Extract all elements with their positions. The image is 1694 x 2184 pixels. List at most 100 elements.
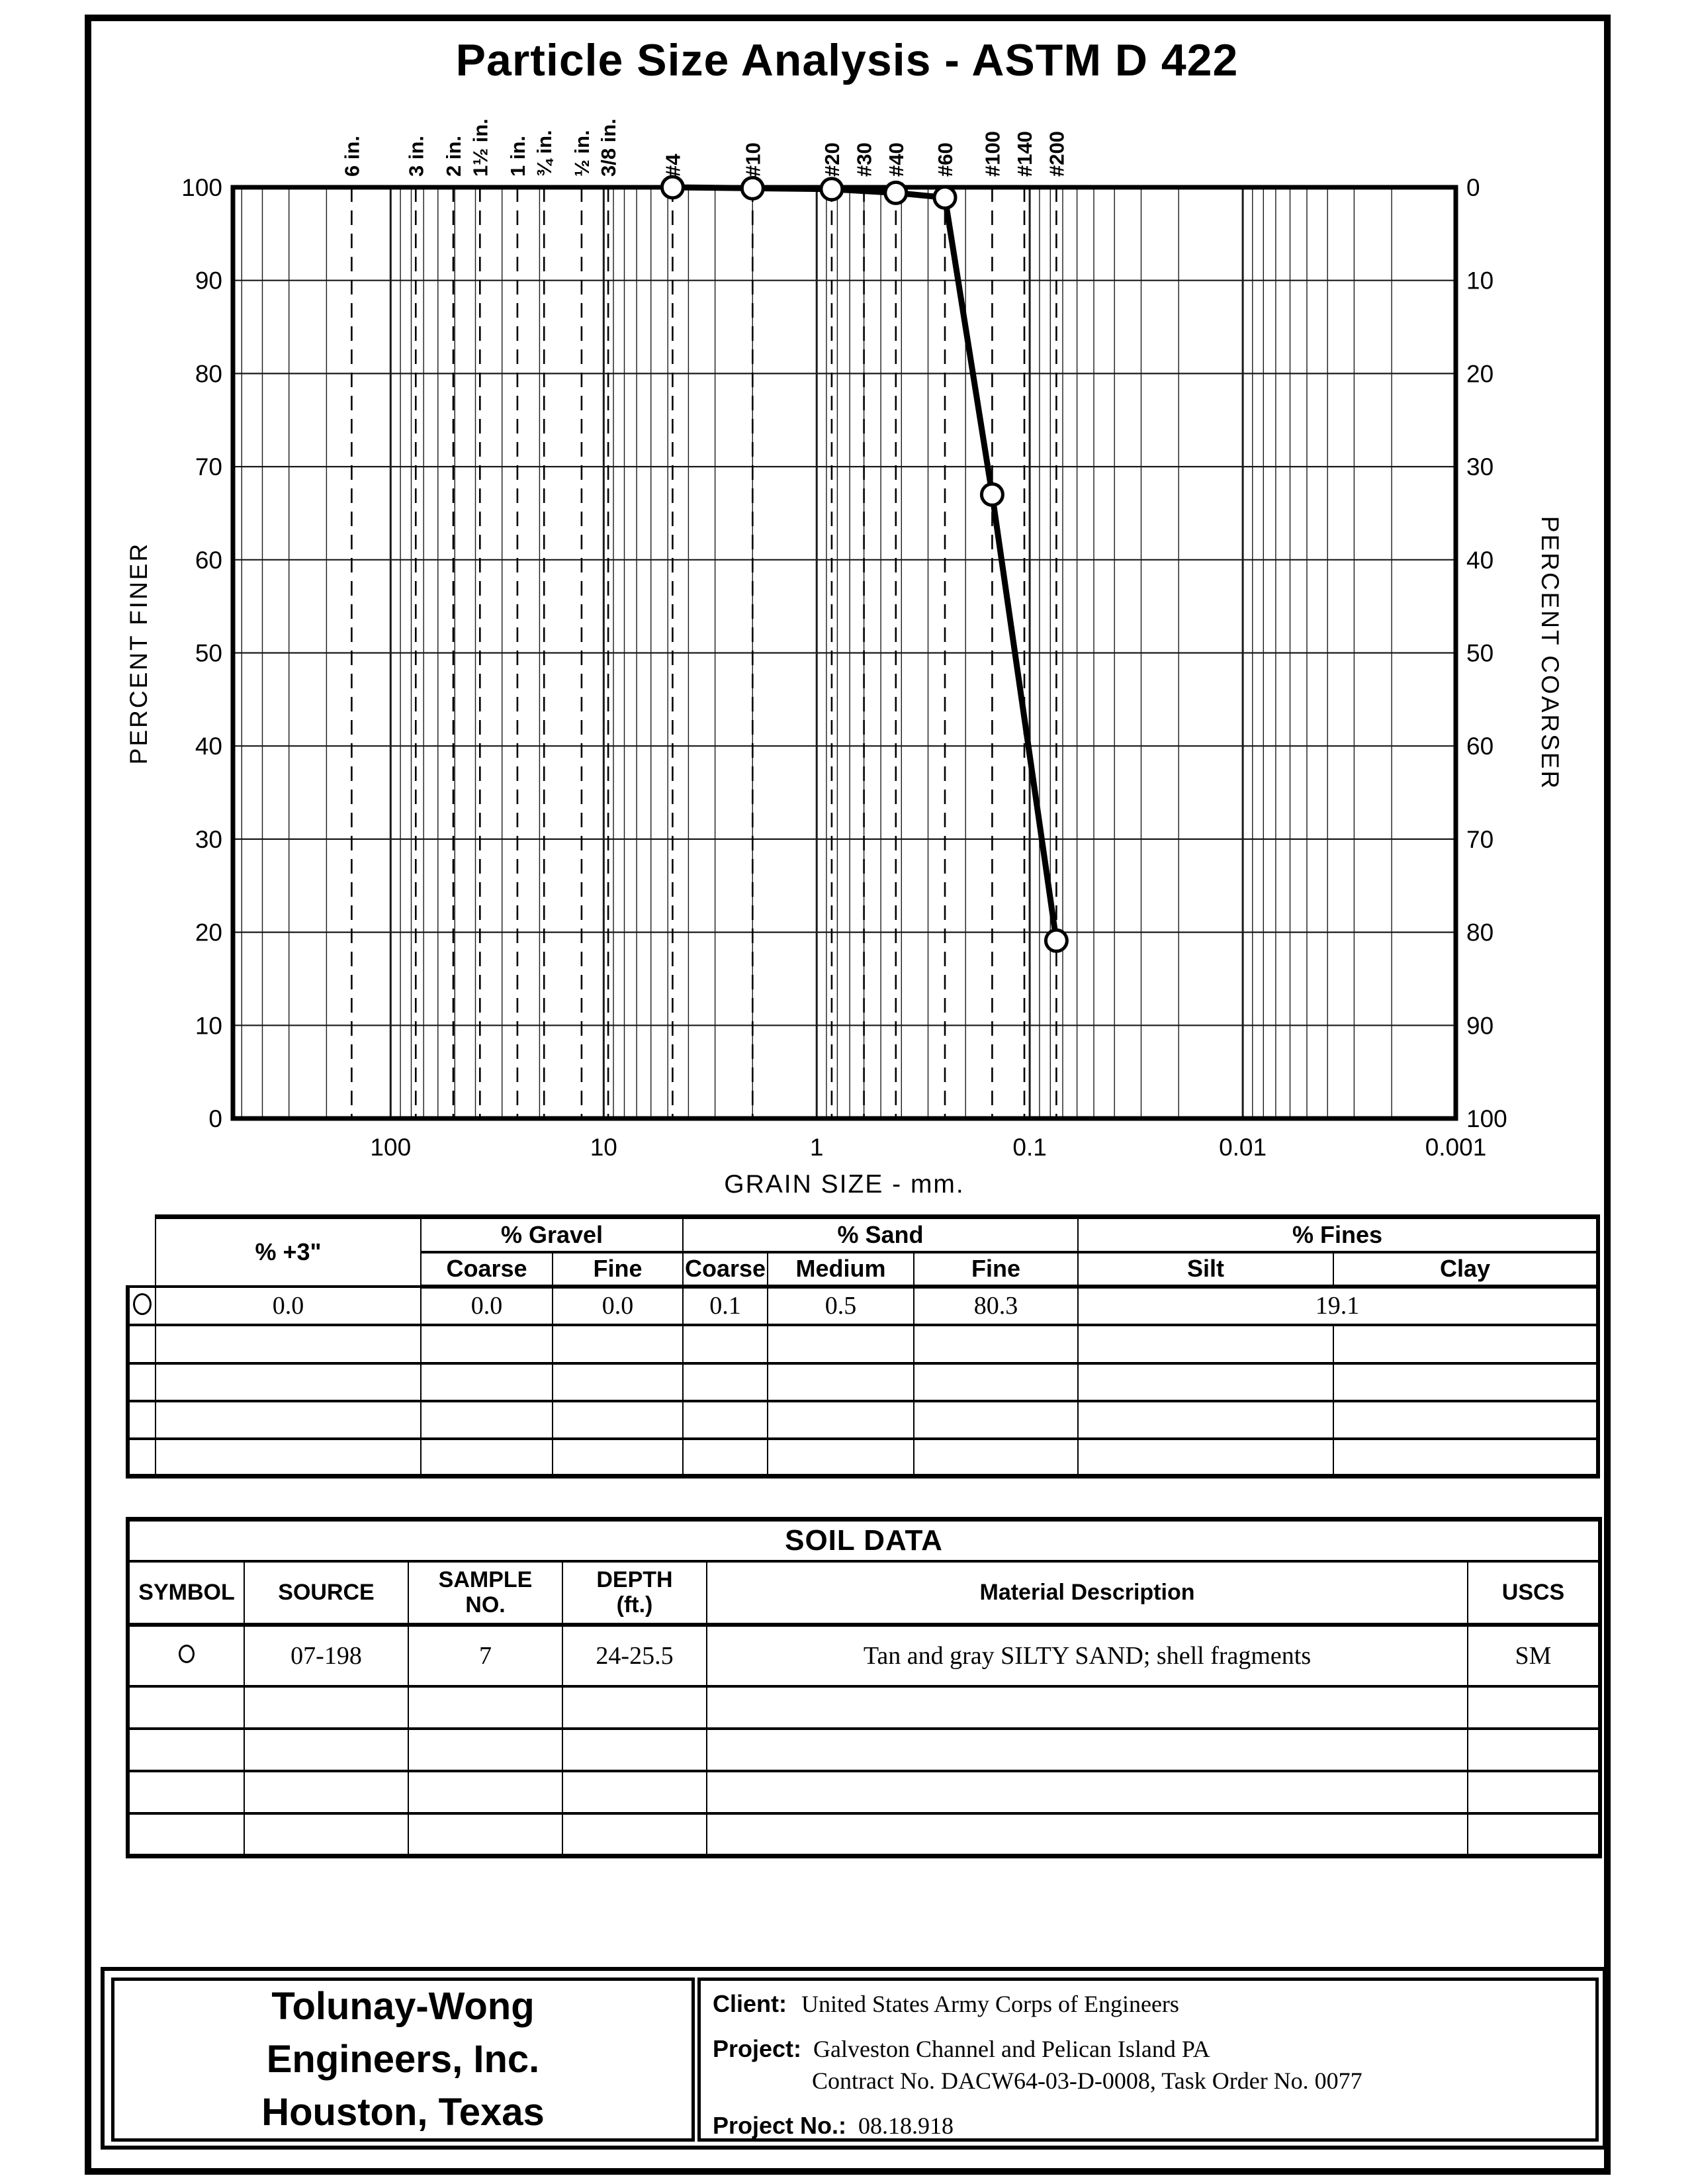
- svg-text:50: 50: [1466, 640, 1493, 667]
- soil-data-header-row: SYMBOL SOURCE SAMPLE NO. DEPTH (ft.) Mat…: [126, 1559, 1602, 1627]
- depth-header: DEPTH (ft.): [562, 1559, 707, 1627]
- svg-text:70: 70: [195, 453, 222, 480]
- svg-text:1: 1: [810, 1134, 824, 1161]
- svg-text:50: 50: [195, 640, 222, 667]
- sample-no-header-line2: NO.: [465, 1592, 506, 1617]
- soil-data-empty-row: [126, 1769, 1602, 1815]
- gradation-sub-header-row: Coarse Fine Coarse Medium Fine Silt Clay: [128, 1250, 1601, 1289]
- svg-text:1 in.: 1 in.: [506, 136, 529, 177]
- svg-text:90: 90: [195, 267, 222, 295]
- svg-text:¾ in.: ¾ in.: [533, 130, 556, 177]
- svg-text:#4: #4: [661, 154, 684, 177]
- svg-text:30: 30: [195, 826, 222, 853]
- gradation-table: % +3" % Gravel % Sand % Fines Coarse Fin…: [126, 1214, 1601, 1479]
- gradation-empty-row: [126, 1437, 1601, 1479]
- y-axis-left-title: PERCENT FINER: [125, 541, 152, 765]
- svg-text:#200: #200: [1045, 131, 1068, 177]
- page-title: Particle Size Analysis - ASTM D 422: [455, 35, 1239, 85]
- source-value: 07-198: [244, 1623, 409, 1688]
- svg-text:10: 10: [195, 1012, 222, 1039]
- project-label: Project:: [713, 2035, 802, 2062]
- project-row: Project: Galveston Channel and Pelican I…: [713, 2035, 1595, 2063]
- svg-text:#140: #140: [1013, 131, 1036, 177]
- depth-header-line1: DEPTH: [596, 1567, 673, 1592]
- symbol-header: SYMBOL: [126, 1559, 245, 1627]
- svg-text:#100: #100: [981, 131, 1004, 177]
- gradation-symbol-cell: [126, 1285, 156, 1326]
- sample-no-header-line1: SAMPLE: [438, 1567, 533, 1592]
- sand-coarse-header: Coarse: [682, 1250, 768, 1289]
- svg-text:#30: #30: [853, 142, 876, 177]
- page-border: [85, 15, 1611, 2175]
- svg-text:1½ in.: 1½ in.: [468, 118, 492, 177]
- svg-text:30: 30: [1466, 453, 1493, 480]
- svg-text:100: 100: [370, 1134, 411, 1161]
- soil-data-empty-row: [126, 1727, 1602, 1772]
- fines-group-header: % Fines: [1077, 1214, 1601, 1253]
- sand-medium-header: Medium: [767, 1250, 914, 1289]
- soil-data-row: 07-198 7 24-25.5 Tan and gray SILTY SAND…: [126, 1623, 1602, 1688]
- gradation-header-spacer: [128, 1252, 156, 1287]
- gradation-empty-row: [126, 1361, 1601, 1402]
- x-axis-title: GRAIN SIZE - mm.: [724, 1170, 965, 1199]
- svg-text:100: 100: [1466, 1105, 1507, 1132]
- svg-text:80: 80: [1466, 919, 1493, 946]
- client-value: United States Army Corps of Engineers: [801, 1991, 1179, 2017]
- svg-text:#40: #40: [885, 142, 908, 177]
- svg-text:0: 0: [1466, 174, 1480, 201]
- svg-text:0.1: 0.1: [1012, 1134, 1046, 1161]
- svg-text:#20: #20: [821, 142, 844, 177]
- svg-text:10: 10: [1466, 267, 1493, 295]
- gradation-empty-row: [126, 1399, 1601, 1440]
- gravel-coarse-value: 0.0: [420, 1285, 553, 1326]
- svg-text:70: 70: [1466, 826, 1493, 853]
- silt-header: Silt: [1077, 1250, 1335, 1289]
- project-info-block: Client: United States Army Corps of Engi…: [697, 1978, 1599, 2142]
- material-description-header: Material Description: [706, 1559, 1468, 1627]
- svg-text:60: 60: [195, 547, 222, 574]
- company-name-line2: Engineers, Inc.: [266, 2038, 540, 2081]
- sand-medium-value: 0.5: [767, 1285, 914, 1326]
- sample-no-header: SAMPLE NO.: [408, 1559, 563, 1627]
- plus3-header: % +3": [155, 1214, 422, 1288]
- svg-text:0.001: 0.001: [1425, 1134, 1487, 1161]
- contract-row: Contract No. DACW64-03-D-0008, Task Orde…: [812, 2067, 1595, 2095]
- soil-symbol-cell: [126, 1623, 245, 1688]
- svg-text:20: 20: [195, 919, 222, 946]
- gravel-group-header: % Gravel: [420, 1214, 684, 1253]
- svg-text:½ in.: ½ in.: [570, 130, 594, 177]
- footer-frame: [101, 1967, 1607, 2150]
- project-no-row: Project No.: 08.18.918: [713, 2112, 1595, 2140]
- gravel-fine-value: 0.0: [552, 1285, 684, 1326]
- depth-value: 24-25.5: [562, 1623, 707, 1688]
- client-row: Client: United States Army Corps of Engi…: [713, 1990, 1595, 2018]
- svg-text:60: 60: [1466, 733, 1493, 760]
- soil-data-empty-row: [126, 1684, 1602, 1730]
- svg-text:40: 40: [1466, 547, 1493, 574]
- sand-fine-header: Fine: [913, 1250, 1079, 1289]
- svg-text:0.01: 0.01: [1219, 1134, 1267, 1161]
- svg-text:#60: #60: [934, 142, 957, 177]
- gradation-header-spacer: [128, 1217, 156, 1252]
- svg-text:6 in.: 6 in.: [340, 136, 363, 177]
- fines-value: 19.1: [1077, 1285, 1601, 1326]
- svg-text:#10: #10: [741, 142, 764, 177]
- svg-text:90: 90: [1466, 1012, 1493, 1039]
- sand-fine-value: 80.3: [913, 1285, 1079, 1326]
- gradation-group-header-row: % +3" % Gravel % Sand % Fines: [128, 1214, 1601, 1288]
- gravel-fine-header: Fine: [552, 1250, 684, 1289]
- gradation-data-row: 0.0 0.0 0.0 0.1 0.5 80.3 19.1: [126, 1285, 1601, 1326]
- svg-text:100: 100: [181, 174, 222, 201]
- project-no-value: 08.18.918: [858, 2113, 954, 2139]
- plus3-value: 0.0: [155, 1285, 422, 1326]
- y-axis-right-title: PERCENT COARSER: [1537, 516, 1564, 791]
- soil-data-title: SOIL DATA: [126, 1517, 1602, 1563]
- sample-no-value: 7: [408, 1623, 563, 1688]
- company-block: Tolunay-Wong Engineers, Inc. Houston, Te…: [111, 1978, 695, 2142]
- svg-text:0: 0: [208, 1105, 222, 1132]
- depth-header-line2: (ft.): [616, 1592, 653, 1617]
- source-header: SOURCE: [244, 1559, 409, 1627]
- svg-text:3 in.: 3 in.: [404, 136, 427, 177]
- material-description-value: Tan and gray SILTY SAND; shell fragments: [706, 1623, 1468, 1688]
- client-label: Client:: [713, 1990, 787, 2017]
